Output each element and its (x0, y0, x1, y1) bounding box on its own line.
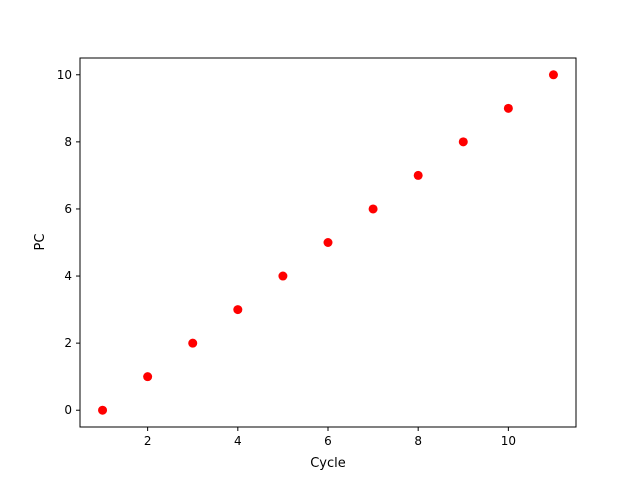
data-point (233, 305, 243, 315)
data-point (548, 70, 558, 80)
y-tick-label: 10 (57, 68, 72, 82)
y-axis: 0 2 4 6 8 10 (57, 68, 80, 417)
data-point (278, 271, 288, 281)
data-point (98, 405, 108, 415)
data-points (98, 70, 558, 415)
x-axis: 2 4 6 8 10 (144, 427, 516, 448)
x-tick-label: 6 (324, 434, 332, 448)
data-point (413, 170, 423, 180)
data-point (143, 372, 153, 382)
data-point (503, 103, 513, 113)
data-point (368, 204, 378, 214)
data-point (458, 137, 468, 147)
x-axis-label: Cycle (310, 456, 346, 471)
data-point (188, 338, 198, 348)
y-tick-label: 8 (64, 135, 72, 149)
data-point (323, 238, 333, 247)
x-tick-label: 2 (144, 434, 152, 448)
x-tick-label: 8 (414, 434, 422, 448)
y-axis-label: PC (33, 234, 48, 251)
x-tick-label: 4 (234, 434, 242, 448)
y-tick-label: 6 (64, 202, 72, 216)
x-tick-label: 10 (501, 434, 516, 448)
y-tick-label: 4 (64, 269, 72, 283)
y-tick-label: 2 (64, 336, 72, 350)
y-tick-label: 0 (64, 403, 72, 417)
